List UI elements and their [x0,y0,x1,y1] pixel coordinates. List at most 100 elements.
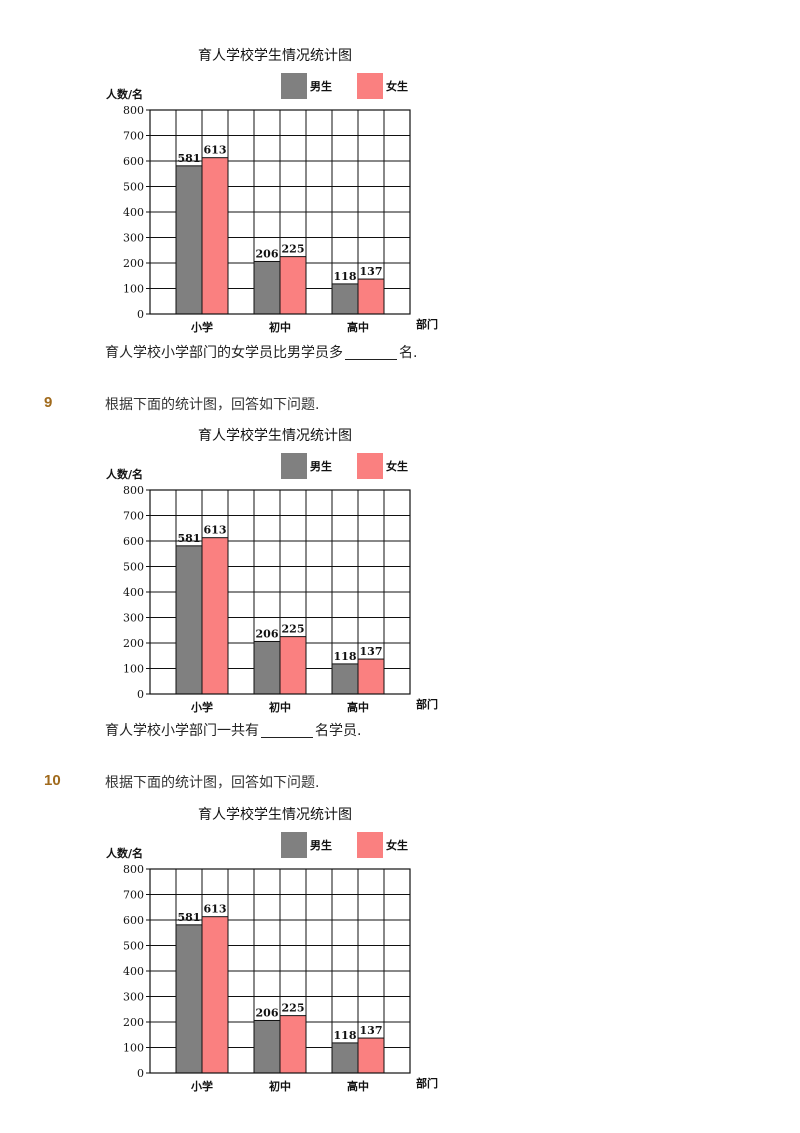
bar-小学-男生 [175,165,203,315]
y-tick-label-100: 100 [123,1042,144,1055]
data-label-高中-男生: 118 [334,650,357,663]
question-9-prompt: 根据下面的统计图，回答如下问题. [105,397,320,413]
y-tick-label-800: 800 [123,104,144,117]
data-label-小学-女生: 613 [204,903,227,916]
data-label-小学-男生: 581 [178,911,201,924]
bar-初中-女生 [279,636,307,695]
y-tick-label-400: 400 [123,586,144,599]
bar-高中-男生 [331,663,359,695]
question-9-before: 育人学校小学部门一共有 [105,723,259,739]
y-tick-label-800: 800 [123,863,144,876]
y-tick-label-0: 0 [137,688,144,701]
y-tick-label-100: 100 [123,283,144,296]
y-tick-label-500: 500 [123,561,144,574]
x-axis-label: 部门 [416,317,438,331]
legend-swatch-2 [357,832,383,858]
legend-label-2: 女生 [386,79,408,93]
legend-swatch-1 [281,453,307,479]
bar-高中-女生 [357,658,385,695]
data-label-初中-女生: 225 [282,1002,305,1015]
bar-高中-女生 [357,278,385,315]
legend-label-1: 男生 [310,79,332,93]
bar-小学-女生 [201,916,229,1074]
y-tick-label-700: 700 [123,510,144,523]
y-tick-label-400: 400 [123,206,144,219]
answer-blank-8[interactable] [345,345,397,360]
bar-初中-女生 [279,256,307,315]
y-tick-label-200: 200 [123,1016,144,1029]
y-tick-label-0: 0 [137,1067,144,1080]
y-axis-label: 人数/名 [106,467,143,481]
x-axis-label: 部门 [416,697,438,711]
x-tick-label-高中: 高中 [347,700,369,714]
data-label-小学-男生: 581 [178,532,201,545]
legend-label-1: 男生 [310,838,332,852]
data-label-初中-男生: 206 [256,247,279,260]
legend-swatch-1 [281,832,307,858]
legend-label-2: 女生 [386,838,408,852]
x-tick-label-初中: 初中 [269,700,291,714]
y-tick-label-800: 800 [123,484,144,497]
data-label-小学-女生: 613 [204,524,227,537]
y-axis-label: 人数/名 [106,846,143,860]
y-tick-label-700: 700 [123,889,144,902]
x-tick-label-小学: 小学 [190,700,213,714]
y-tick-label-100: 100 [123,663,144,676]
data-label-高中-女生: 137 [360,645,383,658]
chart-title: 育人学校学生情况统计图 [198,806,352,823]
x-axis-label: 部门 [416,1076,438,1090]
question-number-9: 9 [44,394,53,411]
bar-高中-男生 [331,1042,359,1074]
question-9-after: 名学员. [315,723,362,739]
x-tick-label-高中: 高中 [347,320,369,334]
y-tick-label-600: 600 [123,914,144,927]
bar-小学-女生 [201,537,229,695]
y-tick-label-200: 200 [123,637,144,650]
data-label-初中-男生: 206 [256,1006,279,1019]
question-9-text: 育人学校小学部门一共有 名学员. [105,720,361,740]
y-tick-label-200: 200 [123,257,144,270]
bar-初中-男生 [253,260,281,315]
y-tick-label-300: 300 [123,612,144,625]
x-tick-label-初中: 初中 [269,1079,291,1093]
data-label-初中-女生: 225 [282,243,305,256]
bar-初中-女生 [279,1015,307,1074]
y-tick-label-300: 300 [123,991,144,1004]
bar-小学-男生 [175,545,203,695]
data-label-高中-女生: 137 [360,265,383,278]
y-tick-label-600: 600 [123,155,144,168]
question-8-before: 育人学校小学部门的女学员比男学员多 [105,345,343,361]
bar-小学-女生 [201,157,229,315]
legend-swatch-2 [357,73,383,99]
x-tick-label-初中: 初中 [269,320,291,334]
data-label-初中-男生: 206 [256,627,279,640]
question-8-text: 育人学校小学部门的女学员比男学员多 名. [105,342,417,362]
data-label-小学-女生: 613 [204,144,227,157]
data-label-高中-女生: 137 [360,1024,383,1037]
question-8-after: 名. [399,345,418,361]
y-tick-label-300: 300 [123,232,144,245]
y-axis-label: 人数/名 [106,87,143,101]
question-number-10: 10 [44,772,61,789]
y-tick-label-700: 700 [123,130,144,143]
x-tick-label-高中: 高中 [347,1079,369,1093]
chart-title: 育人学校学生情况统计图 [198,427,352,444]
question-10-prompt: 根据下面的统计图，回答如下问题. [105,775,320,791]
bar-小学-男生 [175,924,203,1074]
x-tick-label-小学: 小学 [190,320,213,334]
bar-高中-女生 [357,1037,385,1074]
legend-label-2: 女生 [386,459,408,473]
legend-swatch-2 [357,453,383,479]
x-tick-label-小学: 小学 [190,1079,213,1093]
y-tick-label-500: 500 [123,181,144,194]
bar-高中-男生 [331,283,359,315]
bar-初中-男生 [253,1019,281,1074]
y-tick-label-0: 0 [137,308,144,321]
data-label-高中-男生: 118 [334,1029,357,1042]
answer-blank-9[interactable] [261,723,313,738]
data-label-初中-女生: 225 [282,623,305,636]
legend-swatch-1 [281,73,307,99]
